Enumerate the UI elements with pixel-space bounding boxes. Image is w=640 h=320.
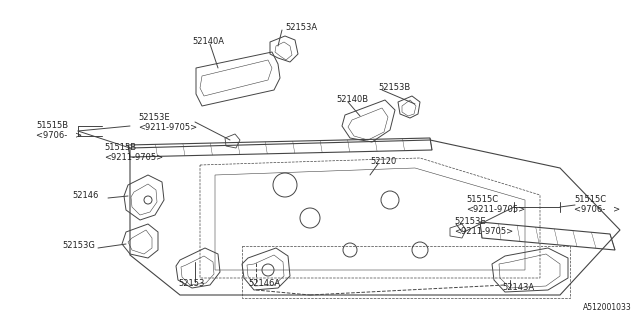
Text: A512001033: A512001033: [583, 303, 632, 312]
Text: 52140A: 52140A: [192, 37, 224, 46]
Text: 52140B: 52140B: [336, 95, 368, 105]
Text: <9706-   >: <9706- >: [574, 205, 620, 214]
Text: 52143A: 52143A: [502, 284, 534, 292]
Text: 51515B: 51515B: [36, 122, 68, 131]
Text: 52153E: 52153E: [454, 218, 486, 227]
Text: <9211-9705>: <9211-9705>: [466, 205, 525, 214]
Text: 52153B: 52153B: [378, 84, 410, 92]
Text: 52146: 52146: [72, 191, 99, 201]
Text: 51515B: 51515B: [104, 143, 136, 153]
Text: 52153E: 52153E: [138, 114, 170, 123]
Text: <9211-9705>: <9211-9705>: [138, 124, 197, 132]
Text: <9211-9705>: <9211-9705>: [454, 228, 513, 236]
Text: 52153A: 52153A: [285, 23, 317, 33]
Text: 52146A: 52146A: [248, 279, 280, 289]
Text: 52153G: 52153G: [62, 242, 95, 251]
Text: <9211-9705>: <9211-9705>: [104, 154, 163, 163]
Text: <9706-   >: <9706- >: [36, 132, 82, 140]
Text: 51515C: 51515C: [574, 196, 606, 204]
Text: 51515C: 51515C: [466, 196, 498, 204]
Text: 52120: 52120: [370, 157, 396, 166]
Text: 52153: 52153: [178, 279, 204, 289]
